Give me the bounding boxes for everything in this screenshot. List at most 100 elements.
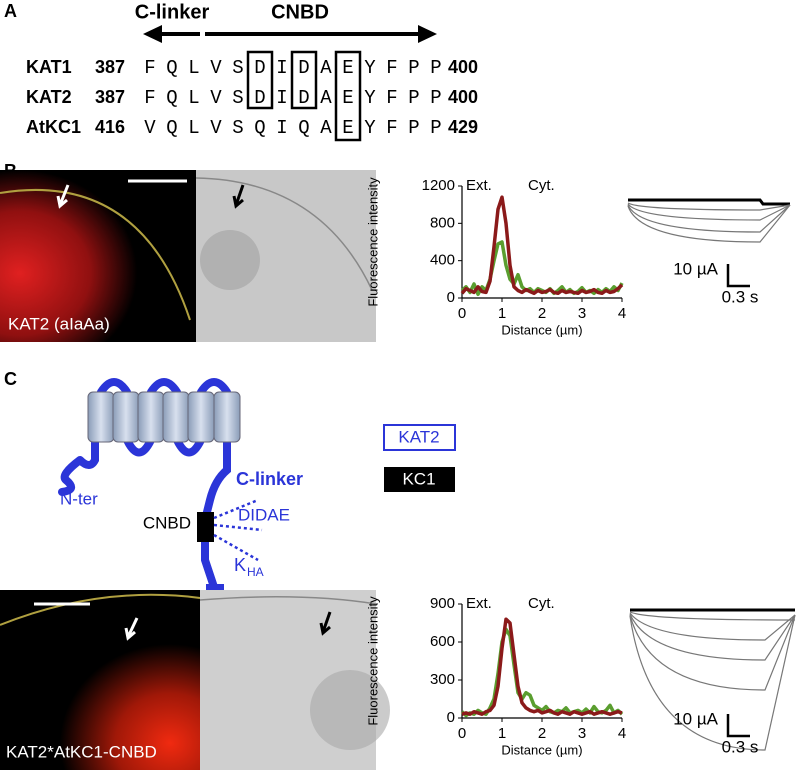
residue: D [298, 57, 309, 79]
sequence-name: AtKC1 [26, 117, 81, 137]
x-tick-label: 2 [538, 305, 546, 322]
arrow-label: CNBD [271, 1, 329, 23]
boxes [246, 50, 362, 142]
x-tick-label: 2 [538, 725, 546, 742]
cell-texture [310, 670, 390, 750]
residue: L [188, 117, 199, 139]
profile-line [461, 617, 623, 716]
residue: F [386, 87, 397, 109]
diagram-label: N-ter [60, 489, 98, 508]
residue: P [430, 117, 441, 139]
x-tick-label: 4 [618, 305, 626, 322]
scale-bar [726, 714, 750, 738]
legend-box [383, 424, 456, 451]
membrane [199, 596, 377, 605]
residue: E [342, 87, 353, 109]
residue: V [210, 87, 222, 109]
x-tick-label: 1 [498, 725, 506, 742]
x-tick-label: 3 [578, 305, 586, 322]
residue: F [144, 57, 155, 79]
x-axis-label: Distance (µm) [501, 742, 582, 757]
residue: Q [254, 117, 265, 139]
legend-label: KAT2 [398, 427, 439, 446]
cell-texture [200, 230, 260, 290]
residue-number: 387 [95, 57, 125, 77]
image-caption: KAT2*AtKC1-CNBD [6, 742, 157, 761]
residue: E [342, 117, 353, 139]
residue: P [408, 117, 419, 139]
y-tick-label: 0 [447, 289, 455, 306]
y-tick-label: 0 [447, 709, 455, 726]
legend-label: KC1 [402, 469, 435, 488]
sequence-name: KAT2 [26, 87, 72, 107]
residue: I [276, 117, 287, 139]
residue: F [386, 57, 397, 79]
fluorescence-image [0, 170, 196, 342]
residue: A [320, 57, 332, 79]
residue: Y [364, 57, 376, 79]
axis [461, 604, 622, 719]
residue: Y [364, 117, 376, 139]
residue: L [188, 87, 199, 109]
profile-line [460, 627, 624, 718]
residue-number: 400 [448, 87, 478, 107]
image-caption: KAT2 (aIaAa) [8, 314, 110, 333]
scale-bar [726, 264, 750, 288]
panel-label: A [4, 1, 17, 21]
membrane [195, 177, 373, 291]
fluorescence-image [0, 590, 200, 770]
channel-diagram [58, 378, 263, 598]
residue: P [408, 87, 419, 109]
arrow [56, 184, 70, 209]
residue: Y [364, 87, 376, 109]
diagram-label: C-linker [236, 469, 303, 489]
diagram-label: DIDAE [238, 505, 290, 524]
x-axis-label: Distance (µm) [501, 322, 582, 337]
residue: A [320, 117, 332, 139]
x-tick-label: 3 [578, 725, 586, 742]
membrane [0, 188, 191, 321]
y-tick-label: 800 [430, 214, 455, 231]
residue: P [408, 57, 419, 79]
y-tick-label: 300 [430, 671, 455, 688]
residue: V [210, 57, 222, 79]
y-tick-label: 1200 [422, 177, 455, 194]
x-tick-label: 0 [458, 305, 466, 322]
arrow-label: C-linker [135, 1, 210, 23]
residue-number: 416 [95, 117, 125, 137]
arrows [143, 25, 437, 43]
y-tick-label: 900 [430, 595, 455, 612]
residue: I [276, 87, 287, 109]
residue: V [144, 117, 156, 139]
residue: S [232, 87, 243, 109]
residue: I [276, 57, 287, 79]
residue: Q [166, 87, 177, 109]
current-traces [627, 198, 791, 243]
y-tick-label: 600 [430, 633, 455, 650]
residue: L [188, 57, 199, 79]
current-traces [629, 608, 796, 751]
residue-number: 429 [448, 117, 478, 137]
x-tick-label: 1 [498, 305, 506, 322]
residue: E [342, 57, 353, 79]
arrow [124, 617, 139, 641]
residue: S [232, 117, 243, 139]
x-tick-label: 4 [618, 725, 626, 742]
arrow [232, 184, 245, 209]
axis [461, 186, 622, 299]
scale-label: 10 µA [673, 709, 718, 728]
residue: A [320, 87, 332, 109]
annotation: Ext. [466, 595, 492, 612]
arrow [319, 611, 332, 636]
residue: V [210, 117, 222, 139]
residue: S [232, 57, 243, 79]
diagram-label: CNBD [143, 513, 191, 532]
residue: Q [298, 117, 309, 139]
annotation: Ext. [466, 177, 492, 194]
sequence-name: KAT1 [26, 57, 72, 77]
profile-line [460, 240, 624, 297]
residue: D [254, 87, 265, 109]
annotation: Cyt. [528, 595, 555, 612]
